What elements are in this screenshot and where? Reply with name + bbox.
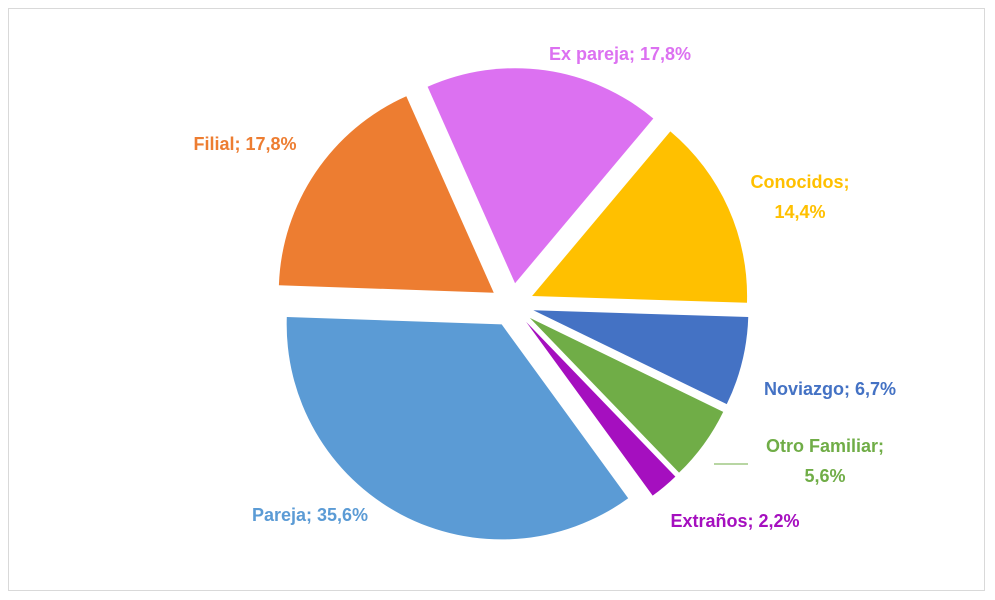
data-label: Extraños; 2,2% [670, 511, 799, 531]
pie-slice [427, 68, 654, 284]
data-label: Filial; 17,8% [193, 134, 296, 154]
pie-slice [532, 131, 748, 303]
pie-slice [278, 96, 494, 293]
pie-slice [526, 321, 676, 496]
data-label: 14,4% [774, 202, 825, 222]
pie-slice [286, 316, 629, 540]
data-label: Ex pareja; 17,8% [549, 44, 691, 64]
pie-slice [529, 317, 724, 473]
data-label: 5,6% [804, 466, 845, 486]
data-label: Pareja; 35,6% [252, 505, 368, 525]
data-label: Conocidos; [751, 172, 850, 192]
data-label: Noviazgo; 6,7% [764, 379, 896, 399]
pie-slice [533, 310, 749, 405]
data-label: Otro Familiar; [766, 436, 884, 456]
